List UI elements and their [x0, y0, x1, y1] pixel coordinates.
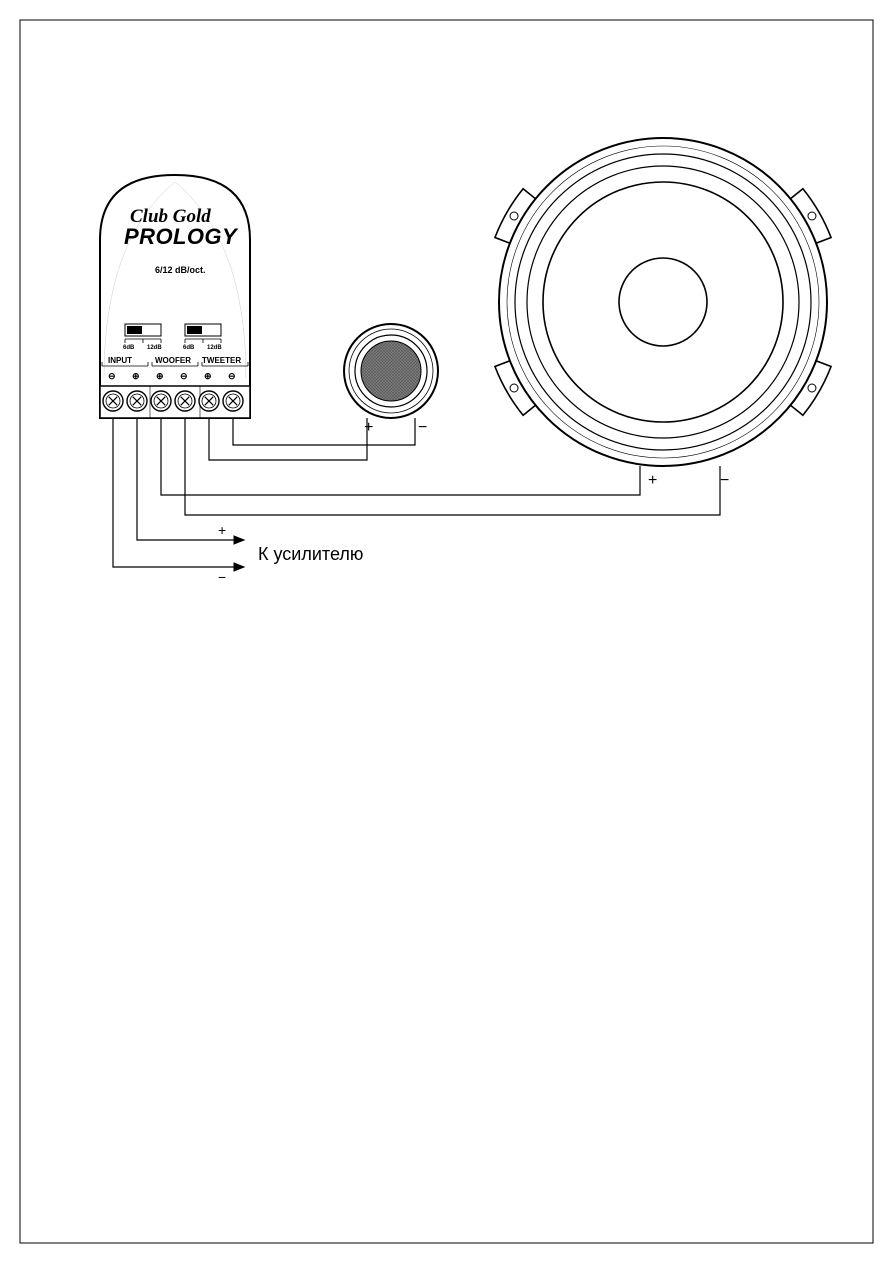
wiring-diagram: Club Gold PROLOGY 6/12 dB/oct. 6dB 12dB …	[0, 0, 893, 1263]
woofer-minus-sign: −	[720, 472, 729, 489]
tweeter-speaker: + −	[344, 324, 438, 436]
switch1-left-label: 6dB	[123, 345, 135, 351]
wire-tweeter-minus	[233, 418, 415, 445]
input-label: INPUT	[108, 356, 132, 365]
switch1-right-label: 12dB	[147, 345, 162, 351]
wire-input-minus	[113, 418, 243, 567]
tweeter-label: TWEETER	[202, 356, 241, 365]
amp-plus-sign: +	[218, 522, 226, 538]
wire-input-plus	[137, 418, 243, 540]
input-plus: ⊕	[132, 371, 140, 381]
tweeter-minus-sign: −	[418, 419, 427, 436]
crossover-spec: 6/12 dB/oct.	[155, 265, 206, 275]
woofer-minus-lbl: ⊖	[180, 371, 188, 381]
woofer-plus-lbl: ⊕	[156, 371, 164, 381]
amp-minus-sign: −	[218, 569, 226, 585]
tweeter-plus-lbl: ⊕	[204, 371, 212, 381]
switch2-left-label: 6dB	[183, 345, 195, 351]
tweeter-plus-sign: +	[364, 419, 373, 436]
crossover-unit: Club Gold PROLOGY 6/12 dB/oct. 6dB 12dB …	[100, 175, 250, 418]
brand-prology: PROLOGY	[124, 224, 239, 249]
woofer-label: WOOFER	[155, 356, 191, 365]
tweeter-minus-lbl: ⊖	[228, 371, 236, 381]
woofer-plus-sign: +	[648, 472, 657, 489]
to-amplifier-label: К усилителю	[258, 544, 363, 564]
terminal-strip	[100, 386, 250, 418]
input-minus: ⊖	[108, 371, 116, 381]
switch2-right-label: 12dB	[207, 345, 222, 351]
woofer-speaker: + −	[495, 138, 831, 489]
